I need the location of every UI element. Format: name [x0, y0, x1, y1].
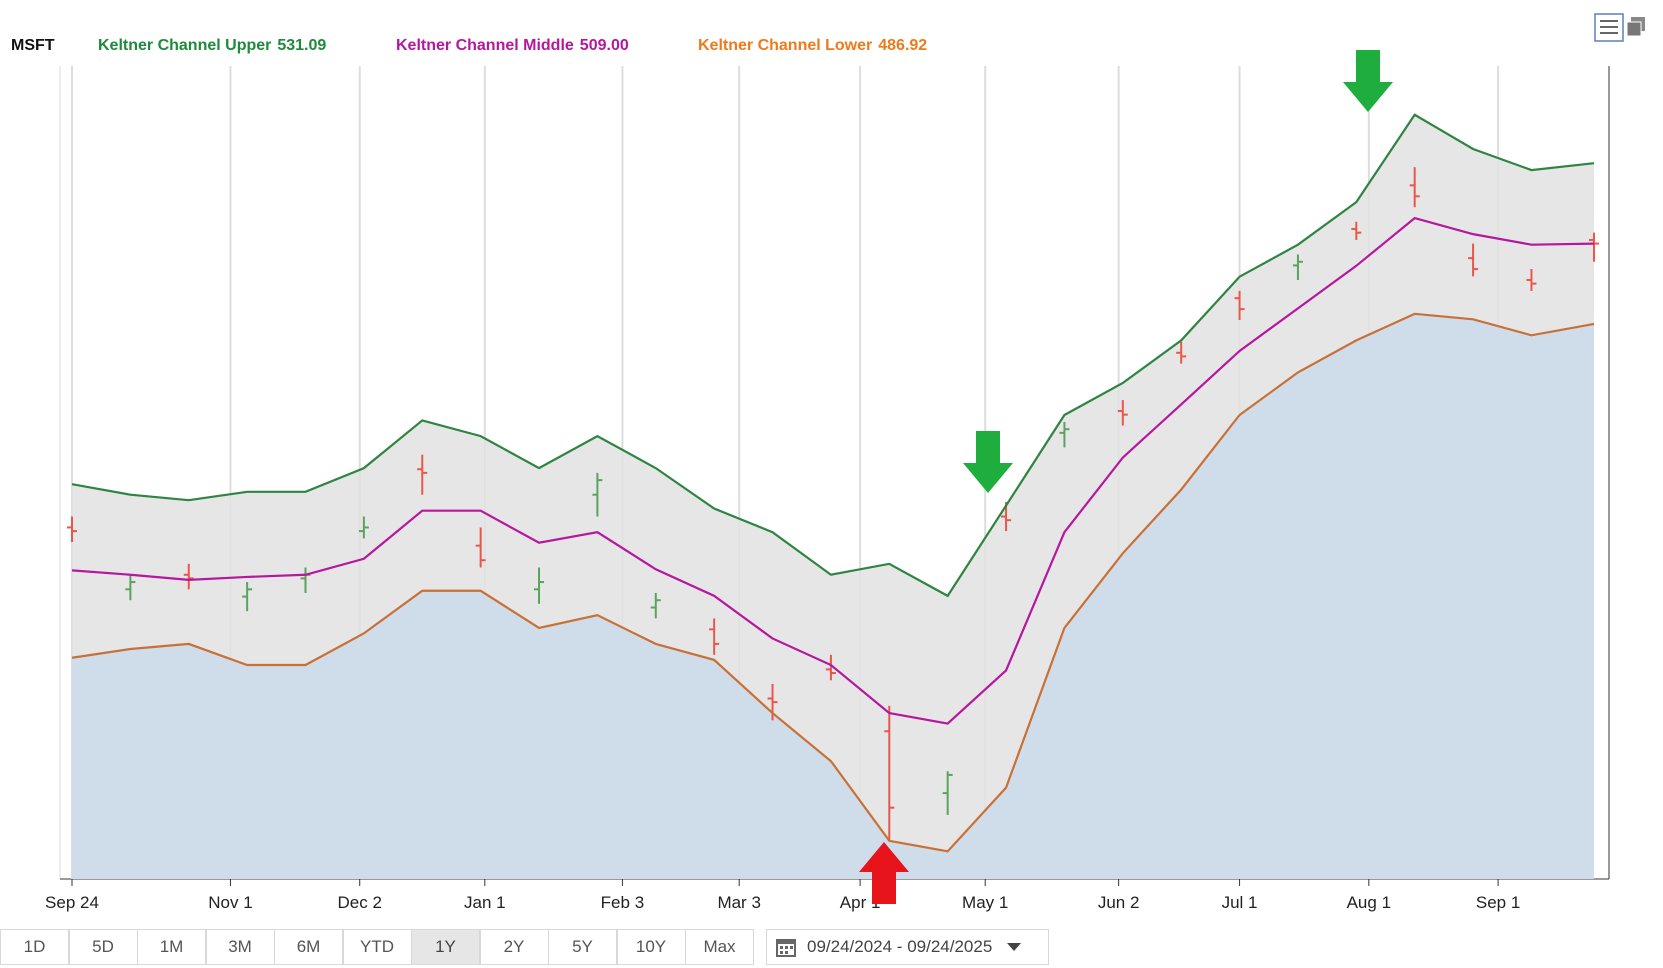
plot-background [59, 66, 1610, 880]
calendar-cell [780, 946, 783, 949]
x-tick-label: Nov 1 [208, 893, 252, 912]
x-tick-label: Sep 24 [45, 893, 99, 912]
x-tick-label: Dec 2 [338, 893, 382, 912]
signal-arrow [859, 842, 909, 904]
legend-name: Keltner Channel Lower [698, 37, 872, 54]
channel-line [71, 113, 1595, 598]
legend-name: Keltner Channel Upper [98, 37, 271, 54]
range-button[interactable]: 1M [137, 929, 206, 965]
dropdown-caret [1007, 943, 1022, 951]
legend-value: 531.09 [277, 37, 326, 54]
calendar-icon [776, 939, 796, 957]
range-button[interactable]: 2Y [479, 929, 549, 965]
chart: MSFT Sep 24 Nov 1 Dec 2 Jan 1 Feb 3 Mar 3 Apr … [11, 13, 1645, 912]
x-tick-label: Jul 1 [1222, 893, 1258, 912]
range-button[interactable]: 1D [0, 929, 69, 965]
ticker: MSFT [11, 37, 55, 54]
x-tick-label: Aug 1 [1347, 893, 1391, 912]
toolbar-icons[interactable] [1594, 13, 1645, 42]
range-button[interactable]: 10Y [616, 929, 686, 965]
calendar-cell [780, 951, 783, 954]
x-tick-label: Mar 3 [717, 893, 760, 912]
x-tick-label: Feb 3 [601, 893, 644, 912]
range-button[interactable]: 6M [274, 929, 343, 965]
legend-entry: Keltner Channel Lower 486.92 [698, 37, 927, 54]
channel-line [71, 216, 1595, 725]
x-tick-label: May 1 [962, 893, 1008, 912]
caret [1007, 943, 1022, 951]
x-tick-label: Jan 1 [464, 893, 506, 912]
lower-area [72, 313, 1594, 880]
x-tick-label: Jun 2 [1098, 893, 1140, 912]
range-button[interactable]: 5Y [548, 929, 617, 965]
channel-line [71, 312, 1595, 853]
signal-arrow [963, 431, 1013, 493]
window-icon[interactable] [1626, 21, 1642, 37]
range-button[interactable]: 3M [205, 929, 275, 965]
legend-value: 509.00 [580, 37, 629, 54]
range-button[interactable]: 5D [68, 929, 138, 965]
legend-entry: Keltner Channel Upper 531.09 [98, 37, 326, 54]
x-tick-label: Sep 1 [1476, 893, 1520, 912]
channel-band [72, 114, 1594, 852]
range-button[interactable]: YTD [342, 929, 412, 965]
range-button[interactable]: Max [685, 929, 754, 965]
range-button[interactable]: 1Y [411, 929, 480, 965]
date-picker[interactable]: 09/24/2024 - 09/24/2025 [766, 929, 1049, 965]
date-range: 09/24/2024 - 09/24/2025 [807, 937, 993, 956]
calendar-cell [790, 946, 793, 949]
legend-name: Keltner Channel Middle [396, 37, 574, 54]
calendar-cell [785, 946, 788, 949]
calendar-face [778, 944, 794, 955]
signal-arrow [1343, 50, 1393, 112]
x-tick-label: Apr 1 [840, 893, 881, 912]
list-icon[interactable] [1594, 13, 1624, 42]
calendar-cell [785, 951, 788, 954]
legend-entry: Keltner Channel Middle 509.00 [396, 37, 629, 54]
legend-value: 486.92 [878, 37, 927, 54]
